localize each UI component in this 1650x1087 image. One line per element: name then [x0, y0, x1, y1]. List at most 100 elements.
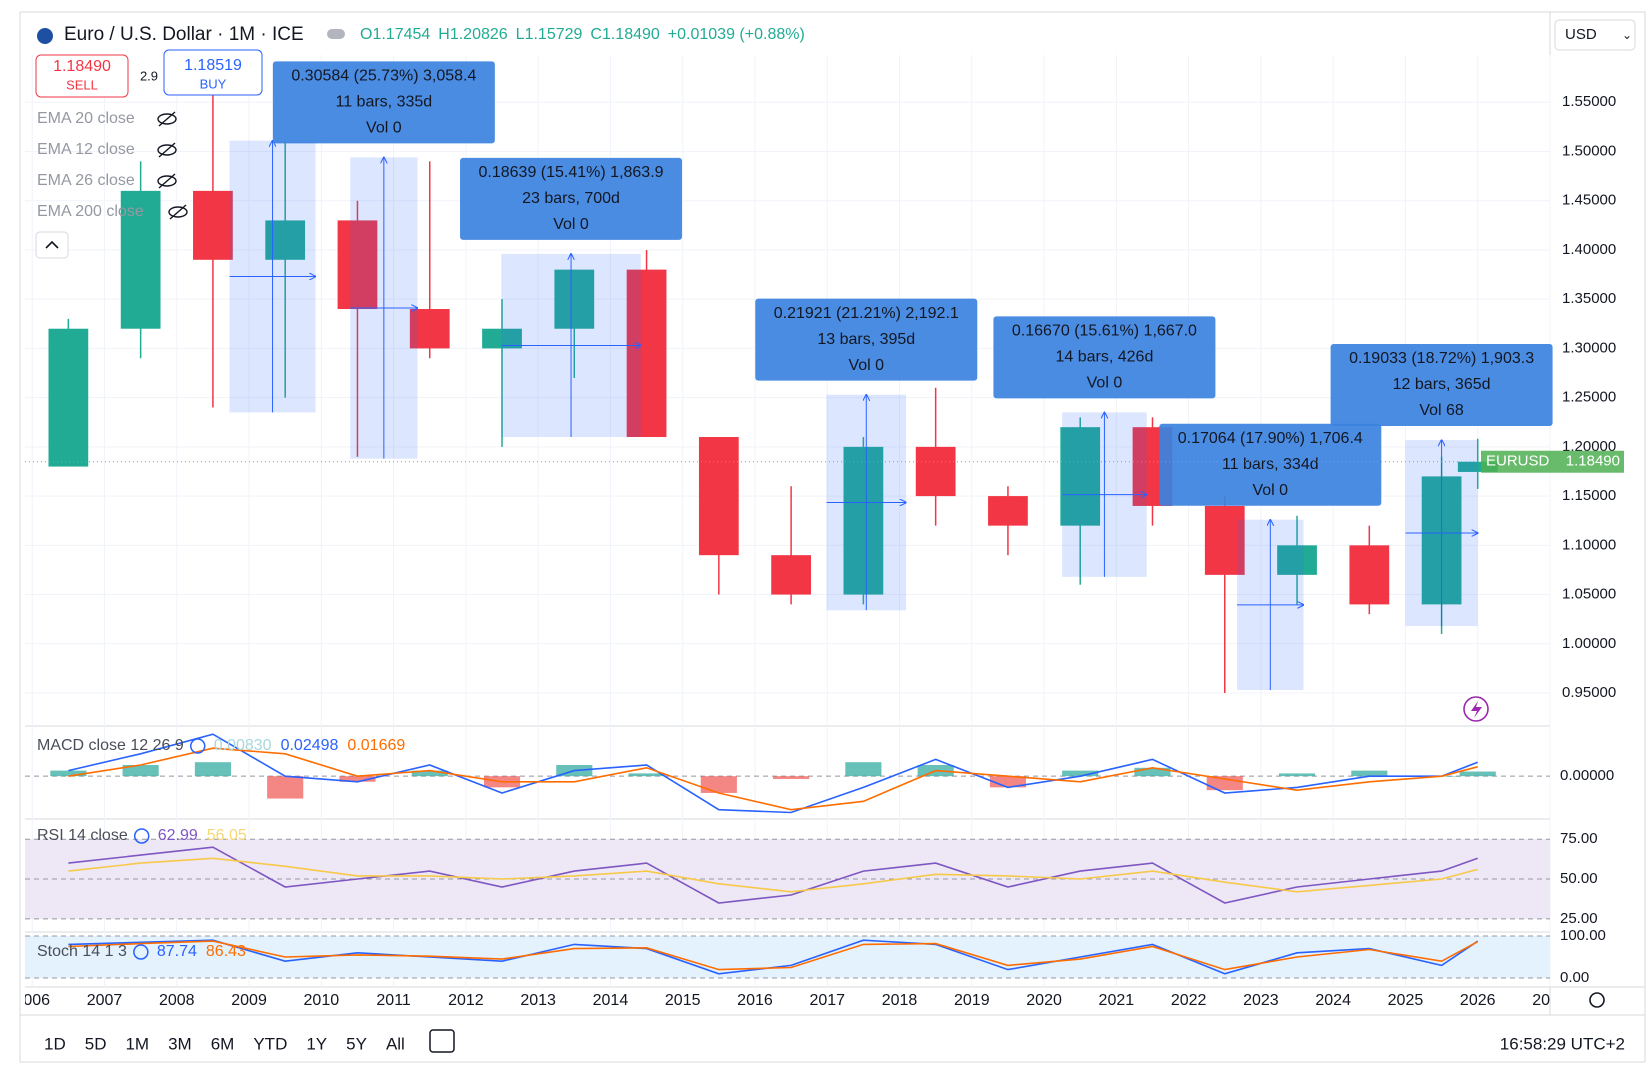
price-tick-label: 1.10000 — [1562, 536, 1616, 553]
macd-histogram-bar — [50, 770, 87, 777]
time-tick-label: 2006 — [14, 992, 50, 1009]
hide-button[interactable] — [327, 29, 345, 39]
time-tick-label: 2024 — [1315, 992, 1351, 1009]
time-tick-label: 2017 — [809, 992, 845, 1009]
candle-body — [193, 190, 233, 260]
time-tick-label: 2014 — [593, 992, 629, 1009]
range-button[interactable]: 5D — [85, 1034, 107, 1053]
measure-label: 0.16670 (15.61%) 1,667.0 — [1012, 323, 1197, 340]
candle-body — [482, 328, 522, 349]
measure-label: 11 bars, 335d — [336, 94, 433, 111]
time-tick-label: 2016 — [737, 992, 773, 1009]
price-tick-label: 1.40000 — [1562, 241, 1616, 258]
indicator-label: EMA 20 close — [37, 110, 135, 127]
indicator-line — [68, 747, 1478, 811]
indicator-label: EMA 26 close — [37, 172, 135, 189]
indicator-label: EMA 200 close — [37, 203, 144, 220]
range-button[interactable]: 6M — [211, 1034, 235, 1053]
time-tick-label: 2008 — [159, 992, 195, 1009]
price-tick-label: 1.25000 — [1562, 389, 1616, 406]
collapse-button[interactable] — [35, 231, 69, 259]
range-button[interactable]: All — [386, 1034, 405, 1053]
measure-label: 0.30584 (25.73%) 3,058.4 — [291, 68, 476, 85]
visibility-icon[interactable] — [157, 113, 177, 125]
ohlc-value: H1.20826 — [438, 26, 507, 43]
ohlc-value: C1.18490 — [590, 26, 659, 43]
visibility-icon[interactable] — [157, 175, 177, 187]
indicator-settings[interactable] — [189, 738, 206, 754]
ohlc-value: O1.17454 — [360, 26, 430, 43]
range-button[interactable]: 5Y — [346, 1034, 367, 1053]
price-tick-label: 0.95000 — [1562, 684, 1616, 701]
price-tick-label: 1.05000 — [1562, 586, 1616, 603]
price-tick-label: 0.00000 — [1560, 767, 1614, 784]
indicator-settings[interactable] — [133, 828, 150, 844]
candle-body — [120, 190, 161, 329]
date-range-button[interactable] — [429, 1029, 455, 1053]
indicator-line — [68, 857, 1478, 893]
candle-body — [843, 446, 884, 595]
range-button[interactable]: 1D — [44, 1034, 66, 1053]
time-tick-label: 2027 — [1532, 992, 1568, 1009]
indicator-settings[interactable] — [133, 944, 149, 960]
price-tick-label: 1.00000 — [1562, 635, 1616, 652]
measure-label: 0.18639 (15.41%) 1,863.9 — [479, 164, 664, 181]
indicator-value: 56.05 — [207, 827, 247, 844]
range-button[interactable]: YTD — [253, 1034, 287, 1053]
candle-body — [337, 220, 378, 310]
range-button[interactable]: 3M — [168, 1034, 192, 1053]
buy-label: BUY — [200, 76, 227, 91]
time-tick-label: 2020 — [1026, 992, 1062, 1009]
time-axis: 2006 2007 2008 2009 2010 2011 2012 2013 2014 2015… — [14, 992, 1568, 1009]
visibility-icon[interactable] — [168, 206, 188, 218]
visibility-icon[interactable] — [157, 144, 177, 156]
indicator-value: 87.74 — [157, 943, 197, 960]
currency-select[interactable] — [1554, 19, 1636, 51]
time-tick-label: 2013 — [520, 992, 556, 1009]
price-tick-label: 1.50000 — [1562, 142, 1616, 159]
symbol-title[interactable]: Euro / U.S. Dollar · 1M · ICE — [64, 24, 304, 45]
indicator-line — [68, 940, 1479, 971]
candle-body — [1277, 545, 1317, 575]
buy-button[interactable] — [163, 49, 263, 96]
sell-button[interactable] — [35, 54, 129, 98]
range-button[interactable]: 1Y — [306, 1034, 327, 1053]
ohlc-value: +0.01039 (+0.88%) — [668, 26, 805, 43]
last-price-label: 1.18490 — [1566, 453, 1620, 470]
indicator-value: 86.43 — [206, 943, 246, 960]
last-price-badge — [1481, 450, 1624, 473]
settings-button[interactable] — [1589, 992, 1605, 1008]
alert-bolt — [1471, 701, 1482, 718]
range-button[interactable]: 1M — [125, 1034, 149, 1053]
indicator-title: Stoch 14 1 3 — [37, 943, 127, 960]
time-tick-label: 2007 — [87, 992, 123, 1009]
time-tick-label: 2019 — [954, 992, 990, 1009]
price-tick-label: 1.30000 — [1562, 339, 1616, 356]
time-tick-label: 2025 — [1388, 992, 1424, 1009]
candle-body — [554, 269, 595, 329]
alert-icon[interactable] — [1463, 696, 1489, 722]
price-tick-label: 50.00 — [1560, 870, 1598, 887]
indicator-value: 0.00830 — [214, 737, 272, 754]
measure-label-box — [993, 316, 1216, 399]
indicator-value: 62.99 — [158, 827, 198, 844]
currency: USD — [1565, 26, 1597, 43]
measure-label: Vol 0 — [1252, 482, 1288, 499]
indicator-label: EMA 12 close — [37, 141, 135, 158]
measure-label: Vol 0 — [1087, 375, 1123, 392]
macd-histogram-bar — [267, 776, 304, 799]
measure-label: 0.21921 (21.21%) 2,192.1 — [774, 305, 959, 322]
candle-body — [771, 555, 811, 595]
price-tick-label: 75.00 — [1560, 830, 1598, 847]
time-tick-label: 2015 — [665, 992, 701, 1009]
candle-body — [265, 220, 306, 260]
candle-body — [409, 309, 450, 349]
candle-body — [1204, 505, 1245, 575]
measure-label-box — [755, 298, 978, 381]
macd-histogram-bar — [1351, 770, 1388, 777]
macd-histogram-bar — [773, 776, 810, 779]
measure-label: 12 bars, 365d — [1393, 376, 1491, 393]
candle-body — [698, 437, 739, 556]
symbol-icon — [37, 28, 53, 44]
measure-label: 23 bars, 700d — [522, 190, 620, 207]
